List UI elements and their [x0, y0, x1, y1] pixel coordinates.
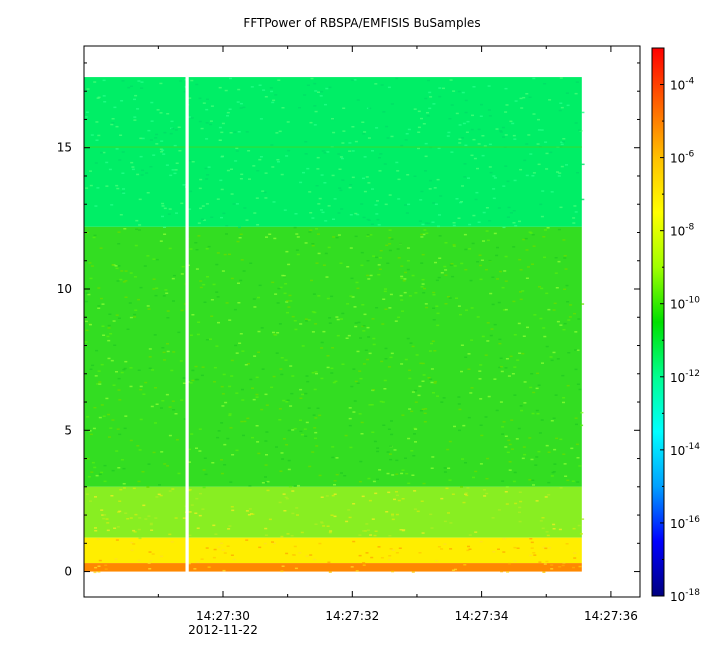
y-tick-label-0: 0 — [64, 565, 72, 579]
axes: 0 5 10 15 14:27:30 14:27:32 14:27:34 14:27:36 20… — [57, 45, 641, 637]
x-tick-label-1: 14:27:32 — [325, 609, 379, 623]
spectrogram-band-4 — [84, 563, 582, 572]
spectrogram-band-1 — [84, 226, 582, 487]
data-gap — [185, 76, 189, 573]
colorbar-label-5: 10-14 — [670, 442, 700, 458]
colorbar-label-4: 10-12 — [670, 369, 700, 385]
spectrogram-band-0 — [84, 77, 582, 227]
x-tick-label-3: 14:27:36 — [584, 609, 638, 623]
colorbar-label-7: 10-18 — [670, 588, 700, 604]
plot-frame — [83, 45, 641, 598]
x-tick-label-2: 14:27:34 — [455, 609, 509, 623]
colorbar-label-3: 10-10 — [670, 296, 700, 312]
x-tick-sublabel: 2012-11-22 — [188, 623, 258, 637]
spectrogram-band-3 — [84, 537, 582, 564]
colorbar-frame — [651, 47, 665, 597]
y-tick-label-1: 5 — [64, 423, 72, 437]
plot-area — [84, 46, 640, 597]
spectrogram-texture — [84, 77, 585, 574]
colorbar-label-0: 10-4 — [670, 77, 695, 93]
y-tick-label-2: 10 — [57, 282, 72, 296]
colorbar: 10-4 10-6 10-8 10-10 10-12 10-14 10-16 10-18 — [651, 47, 700, 604]
colorbar-label-6: 10-16 — [670, 515, 700, 531]
x-tick-label-0: 14:27:30 — [196, 609, 250, 623]
chart-title: FFTPower of RBSPA/EMFISIS BuSamples — [243, 16, 481, 30]
line-15 — [84, 146, 582, 148]
y-tick-label-3: 15 — [57, 141, 72, 155]
colorbar-label-2: 10-8 — [670, 223, 695, 239]
colorbar-gradient — [652, 48, 664, 596]
colorbar-label-1: 10-6 — [670, 150, 695, 166]
